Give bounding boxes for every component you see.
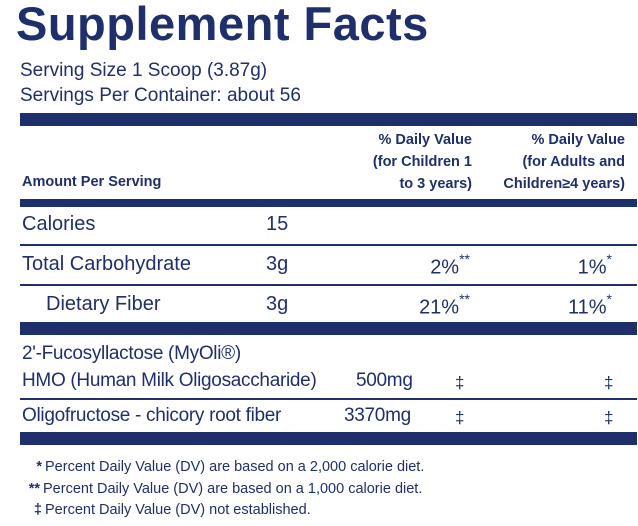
footnote: ** Percent Daily Value (DV) are based on … — [20, 481, 423, 497]
dv-not-established-mark: ‡ — [604, 408, 614, 427]
nutrient-name: Dietary Fiber — [46, 293, 161, 315]
dv-children-header-line: % Daily Value — [378, 132, 473, 148]
dv-children-header-line: (for Children 1 — [372, 154, 472, 170]
row-divider — [20, 284, 637, 286]
servings-per-container: Servings Per Container: about 56 — [20, 85, 301, 106]
dv-not-established-mark: ‡ — [604, 373, 614, 392]
dv-adults-header-line: (for Adults and — [522, 154, 625, 170]
nutrient-amount: 3g — [266, 253, 289, 275]
dv-adults-header-line: Children≥4 years) — [503, 176, 625, 192]
ingredient-name-line: 2'-Fucosyllactose (MyOli®) — [22, 343, 241, 364]
ingredient-name: Oligofructose - chicory root fiber — [22, 405, 282, 426]
dv-adults-value: 1%* — [577, 251, 612, 280]
dv-children-percent: 2% — [430, 256, 460, 279]
dv-not-established-mark: ‡ — [455, 408, 465, 427]
dv-footnote-mark: * — [606, 251, 612, 267]
medium-divider — [20, 199, 637, 207]
dv-adults-header-line: % Daily Value — [531, 132, 626, 148]
nutrient-name: Calories — [22, 213, 96, 235]
dv-adults-header: % Daily Value (for Adults and Children≥4… — [503, 129, 625, 195]
ingredient-amount: 3370mg — [344, 405, 411, 426]
ingredient-name-line: HMO (Human Milk Oligosaccharide) — [22, 370, 317, 391]
serving-size: Serving Size 1 Scoop (3.87g) — [20, 60, 268, 81]
row-divider — [20, 398, 637, 400]
footnote-mark: ‡ — [33, 502, 42, 518]
nutrient-name: Total Carbohydrate — [22, 253, 191, 275]
amount-per-serving-label: Amount Per Serving — [22, 174, 162, 190]
footnote: * Percent Daily Value (DV) are based on a… — [28, 459, 424, 475]
footnote-text: Percent Daily Value (DV) are based on a … — [45, 459, 425, 475]
panel-title: Supplement Facts — [16, 0, 429, 50]
dv-children-percent: 21% — [419, 296, 460, 319]
ingredient-amount: 500mg — [356, 370, 413, 391]
dv-footnote-mark: * — [606, 291, 612, 307]
dv-not-established-mark: ‡ — [455, 373, 465, 392]
nutrient-amount: 15 — [266, 213, 289, 235]
dv-adults-percent: 1% — [577, 256, 607, 279]
footnote: ‡ Percent Daily Value (DV) not establishe… — [28, 502, 311, 518]
footnote-mark: ** — [28, 481, 40, 497]
dv-footnote-mark: ** — [459, 291, 470, 307]
dv-adults-percent: 11% — [568, 296, 607, 319]
thick-divider-top — [20, 113, 637, 126]
dv-adults-value: 11%* — [568, 291, 612, 320]
footnote-mark: * — [36, 459, 42, 475]
dv-children-header-line: to 3 years) — [399, 176, 472, 192]
footnote-text: Percent Daily Value (DV) are based on a … — [43, 481, 423, 497]
dv-children-value: 2%** — [430, 251, 470, 280]
dv-children-header: % Daily Value (for Children 1 to 3 years… — [373, 129, 472, 195]
thick-divider-middle — [20, 322, 637, 335]
thick-divider-bottom — [20, 432, 637, 445]
nutrient-amount: 3g — [266, 293, 289, 315]
footnote-text: Percent Daily Value (DV) not established… — [45, 502, 311, 518]
row-divider — [20, 244, 637, 246]
dv-children-value: 21%** — [419, 291, 470, 320]
dv-footnote-mark: ** — [459, 251, 470, 267]
